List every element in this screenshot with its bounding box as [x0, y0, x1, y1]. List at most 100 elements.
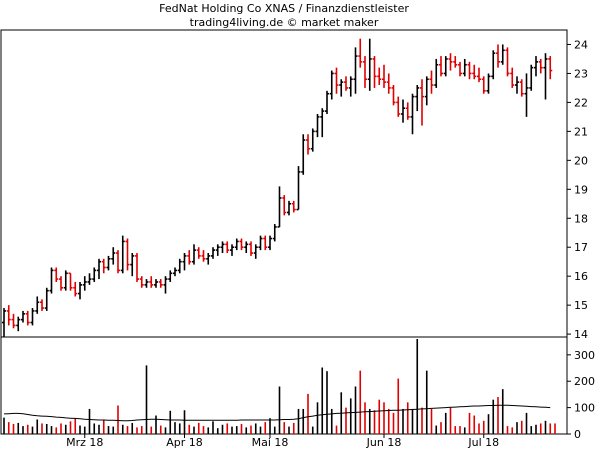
ohlc-bar — [401, 99, 405, 123]
ohlc-bar — [215, 244, 220, 256]
ohlc-bar — [310, 128, 315, 152]
ohlc-bar — [101, 258, 106, 274]
ohlc-bar — [367, 38, 372, 91]
ohlc-bar — [434, 58, 439, 88]
ohlc-bar — [291, 200, 296, 213]
ohlc-bar — [344, 76, 348, 91]
ohlc-bar — [439, 56, 443, 77]
ohlc-bar — [73, 281, 78, 297]
ohlc-bar — [420, 79, 424, 126]
ohlc-bar — [477, 67, 481, 83]
ohlc-bar — [519, 79, 524, 97]
ohlc-bar — [111, 247, 116, 265]
ohlc-bar — [472, 64, 477, 80]
date-tick-label: Jun 18 — [366, 436, 402, 449]
ohlc-bar — [538, 58, 543, 74]
ohlc-bar — [358, 38, 363, 68]
price-tick-label: 20 — [574, 154, 588, 167]
ohlc-bar — [25, 310, 30, 326]
ohlc-bar — [268, 235, 272, 251]
date-axis: Mrz 18 Apr 18 Mai 18 Jun 18 Jul 18 — [66, 434, 499, 449]
ohlc-bar — [382, 64, 386, 88]
price-tick-label: 21 — [574, 125, 588, 138]
ohlc-bar — [543, 53, 548, 100]
ohlc-bar — [168, 270, 173, 282]
ohlc-bar — [201, 250, 206, 262]
volume-axis: 0 100 200 300 — [567, 349, 595, 441]
ohlc-bar — [182, 253, 187, 271]
ohlc-bar — [282, 195, 287, 216]
ohlc-bar — [154, 279, 158, 288]
ohlc-bar — [6, 305, 11, 326]
ohlc-bar — [429, 70, 434, 94]
ohlc-bar — [396, 96, 401, 117]
ohlc-bar — [97, 258, 101, 280]
ohlc-bar — [467, 61, 472, 80]
ohlc-bar — [258, 235, 263, 251]
ohlc-bar — [211, 247, 215, 259]
ohlc-bar — [491, 50, 496, 80]
ohlc-bar — [120, 235, 125, 274]
ohlc-bar — [78, 281, 82, 300]
ohlc-bar — [130, 253, 135, 277]
ohlc-bar — [486, 73, 491, 94]
ohlc-bar — [144, 279, 149, 288]
ohlc-bar — [35, 296, 40, 314]
ohlc-bar — [277, 186, 282, 228]
ohlc-bar — [443, 56, 448, 77]
ohlc-bar — [158, 279, 163, 288]
ohlc-bar — [87, 273, 92, 285]
ohlc-bar — [125, 238, 130, 271]
price-tick-label: 14 — [574, 328, 588, 341]
ohlc-bar — [320, 108, 325, 138]
ohlc-bar — [225, 241, 230, 254]
ohlc-bar — [515, 76, 519, 94]
chart-title: FedNat Holding Co XNAS / Finanzdienstlei… — [159, 2, 409, 15]
ohlc-bar — [405, 102, 410, 120]
price-tick-label: 16 — [574, 270, 588, 283]
ohlc-bar — [253, 244, 258, 259]
ohlc-bar — [196, 247, 201, 259]
ohlc-bar — [386, 73, 391, 94]
ohlc-bar — [187, 250, 192, 265]
date-tick-label: Apr 18 — [166, 436, 203, 449]
price-tick-label: 17 — [574, 241, 588, 254]
ohlc-bar — [139, 276, 144, 288]
ohlc-bar — [249, 241, 253, 256]
ohlc-bar — [424, 76, 429, 106]
ohlc-bar — [462, 58, 467, 77]
ohlc-bar — [524, 73, 529, 117]
ohlc-bar — [234, 238, 239, 251]
ohlc-bar — [192, 244, 196, 265]
ohlc-bar — [481, 76, 486, 94]
ohlc-bar — [334, 67, 339, 94]
ohlc-bar — [363, 56, 367, 88]
ohlc-bar — [263, 235, 268, 251]
ohlc-bar — [500, 44, 505, 65]
ohlc-bar — [415, 85, 420, 112]
ohlc-bar — [510, 67, 515, 88]
ohlc-bar — [173, 267, 177, 277]
ohlc-bar — [391, 85, 396, 106]
ohlc-bar — [59, 276, 63, 291]
volume-bars — [3, 339, 556, 434]
ohlc-bar — [353, 47, 358, 94]
date-tick-label: Jul 18 — [467, 436, 499, 449]
ohlc-bar — [372, 56, 377, 88]
volume-average-line — [3, 404, 551, 422]
ohlc-bar — [106, 255, 111, 271]
date-tick-label: Mai 18 — [252, 436, 289, 449]
ohlc-bar — [339, 79, 344, 97]
ohlc-bar — [410, 93, 415, 135]
price-axis: 14 15 16 17 18 19 20 21 22 23 24 — [567, 38, 588, 341]
ohlc-bar — [529, 64, 534, 91]
ohlc-bar — [306, 134, 310, 155]
chart-subtitle: trading4living.de © market maker — [190, 16, 379, 29]
price-tick-label: 24 — [574, 38, 588, 51]
ohlc-bar — [448, 53, 453, 71]
price-tick-label: 23 — [574, 67, 588, 80]
date-tick-label: Mrz 18 — [66, 436, 103, 449]
price-tick-label: 15 — [574, 299, 588, 312]
ohlc-bar — [92, 267, 97, 282]
ohlc-bar — [458, 61, 462, 77]
